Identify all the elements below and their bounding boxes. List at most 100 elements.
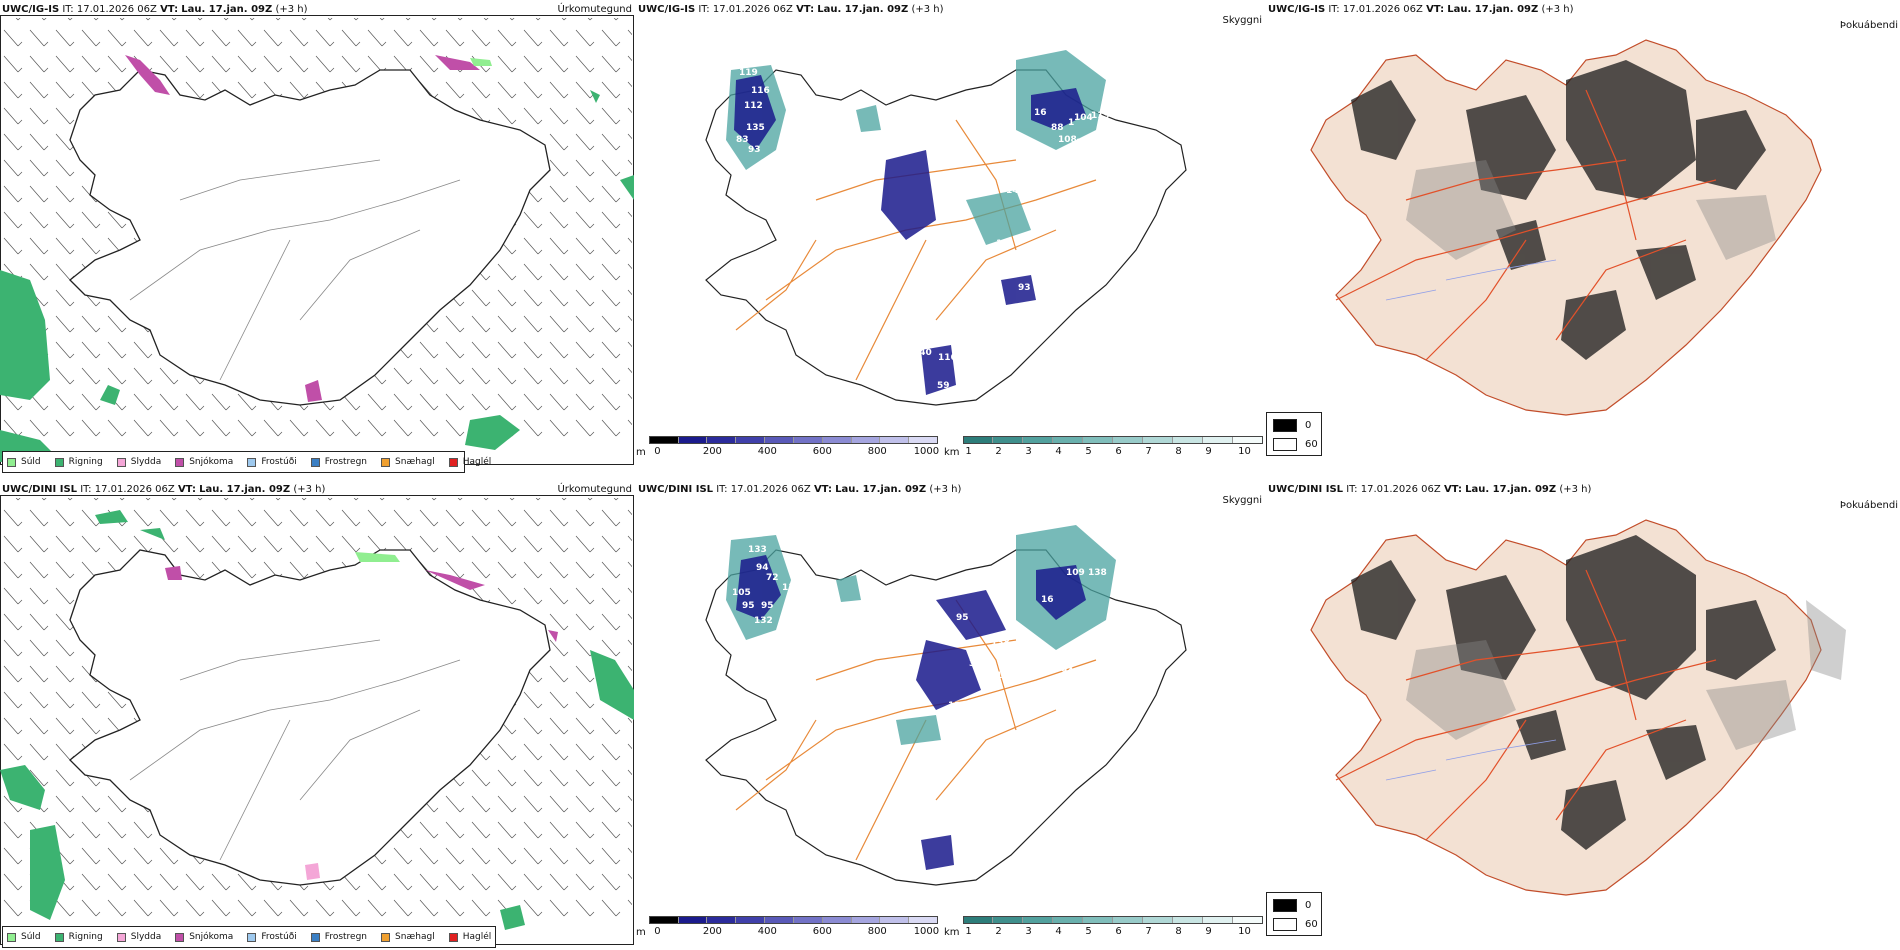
ceiling-tick: 200	[702, 446, 722, 457]
ceiling-unit: m	[636, 927, 646, 938]
vis-label: 18	[1136, 573, 1149, 583]
it-label: IT:	[80, 484, 92, 495]
panel-header: UWC/IG-IS IT: 17.01.2026 06Z VT: Lau. 17…	[638, 4, 944, 15]
vis-label: 28	[1046, 691, 1059, 701]
legend-swatch	[310, 457, 320, 467]
model-code: UWC/IG-IS	[638, 4, 696, 15]
panel-header: UWC/DINI ISL IT: 17.01.2026 06Z VT: Lau.…	[1268, 484, 1591, 495]
lead-time: (+3 h)	[929, 484, 962, 495]
legend-swatch	[175, 932, 185, 942]
vis-tick: 10	[1238, 926, 1251, 937]
vis-label: 93	[1018, 283, 1031, 293]
legend-swatch	[247, 457, 257, 467]
vis-label: 138	[991, 638, 1010, 648]
vis-label: 82	[1080, 705, 1093, 715]
vt-value: Lau. 17.jan. 09Z	[1465, 484, 1557, 495]
vis-label: 109	[1066, 568, 1085, 578]
lead-time: (+3 h)	[275, 4, 308, 15]
vis-tick: 5	[1085, 446, 1092, 457]
visibility-map: 119 116 112 135 83 93 82 16 88 1 104 119…	[705, 50, 1187, 406]
vis-tick: 9	[1205, 926, 1212, 937]
legend-swatch	[381, 932, 391, 942]
visibility-title: Skyggni	[1222, 495, 1262, 506]
vis-tick: 7	[1145, 446, 1152, 457]
vt-label: VT:	[813, 484, 832, 495]
legend-item-snow: Snjókoma	[175, 932, 233, 942]
ceiling-tick: 800	[867, 446, 887, 457]
it-label: IT:	[1346, 484, 1358, 495]
road-network	[129, 159, 461, 381]
lead-time: (+3 h)	[1559, 484, 1592, 495]
lead-time: (+3 h)	[911, 4, 944, 15]
vis-label: 19	[1091, 201, 1104, 211]
vis-label: 1	[1068, 118, 1074, 128]
legend-swatch	[381, 457, 391, 467]
drizzle-areas	[470, 58, 492, 66]
legend-swatch	[7, 932, 16, 942]
iceland-outline	[705, 69, 1187, 406]
legend-swatch	[247, 932, 257, 942]
vis-label: 16	[1034, 108, 1047, 118]
legend-item-hail: Haglél	[448, 932, 491, 942]
vis-label: 105	[732, 588, 751, 598]
legend-item-drizzle: Súld	[7, 932, 41, 942]
row2-precip-panel: UWC/DINI ISL IT: 17.01.2026 06Z VT: Lau.…	[0, 480, 636, 950]
vt-value: Lau. 17.jan. 09Z	[817, 4, 909, 15]
legend-swatch	[116, 457, 126, 467]
ceiling-colorbar: m 0 200 400 600 800 1000	[636, 436, 939, 458]
fog-gray-areas	[1406, 160, 1776, 260]
visibility-unit: km	[944, 447, 960, 458]
snow-areas	[125, 55, 480, 402]
visibility-map: 133 94 105 72 110 95 95 132 95 109 138 8…	[705, 525, 1187, 886]
vis-label: 12	[1076, 641, 1089, 651]
cloud-legend-dark: 0	[1305, 420, 1312, 431]
fog-title: Þokuábendi	[1839, 20, 1898, 31]
vis-label: 94	[756, 563, 769, 573]
it-label: IT:	[716, 484, 728, 495]
legend-item-freezing-drizzle: Frostúði	[247, 457, 297, 467]
model-code: UWC/IG-IS	[1268, 4, 1326, 15]
vis-tick: 3	[1025, 926, 1032, 937]
fog-dark-areas	[1351, 535, 1776, 850]
legend-item-snow: Snjókoma	[175, 457, 233, 467]
visibility-unit: km	[944, 927, 960, 938]
fog-map	[1310, 519, 1846, 896]
panel-header: UWC/IG-IS IT: 17.01.2026 06Z VT: Lau. 17…	[2, 4, 308, 15]
vis-label: 11	[996, 239, 1009, 249]
vis-tick: 6	[1115, 446, 1122, 457]
vis-label: 138	[1088, 568, 1107, 578]
fog-dark-areas	[1351, 60, 1766, 360]
it-value: 17.01.2026 06Z	[1360, 484, 1441, 495]
fog-title: Þokuábendi	[1839, 500, 1898, 511]
it-value: 17.01.2026 06Z	[712, 4, 793, 15]
legend-item-sleet: Slydda	[116, 457, 161, 467]
road-network	[129, 639, 461, 861]
ceiling-tick: 800	[867, 926, 887, 937]
it-label: IT:	[698, 4, 710, 15]
it-value: 17.01.2026 06Z	[76, 4, 157, 15]
legend-swatch-light	[1273, 438, 1297, 451]
legend-swatch	[310, 932, 320, 942]
legend-item-rain: Rigning	[54, 932, 103, 942]
legend-swatch-dark	[1273, 419, 1297, 432]
row2-fog-panel: UWC/DINI ISL IT: 17.01.2026 06Z VT: Lau.…	[1266, 480, 1900, 950]
model-code: UWC/DINI ISL	[2, 484, 78, 495]
legend-swatch	[116, 932, 126, 942]
river-network	[1385, 739, 1557, 781]
vis-label: 119	[739, 68, 758, 78]
cloud-legend: 0 60	[1266, 412, 1322, 456]
legend-swatch-dark	[1273, 899, 1297, 912]
legend-item-rain: Rigning	[54, 457, 103, 467]
visibility-colorbar: km 1 2 3 4 5 6 7 8 9 10	[944, 436, 1264, 458]
it-label: IT:	[1328, 4, 1340, 15]
ceiling-tick: 0	[654, 926, 661, 937]
legend-item-freezing-rain: Frostregn	[310, 457, 367, 467]
ceiling-tick: 400	[757, 446, 777, 457]
it-value: 17.01.2026 06Z	[730, 484, 811, 495]
vt-value: Lau. 17.jan. 09Z	[835, 484, 927, 495]
vis-label: 129	[948, 701, 967, 711]
ceiling-colorbar: m 0 200 400 600 800 1000	[636, 916, 939, 938]
ceiling-tick: 600	[812, 446, 832, 457]
vis-tick: 1	[965, 926, 972, 937]
vis-label: 132	[754, 616, 773, 626]
